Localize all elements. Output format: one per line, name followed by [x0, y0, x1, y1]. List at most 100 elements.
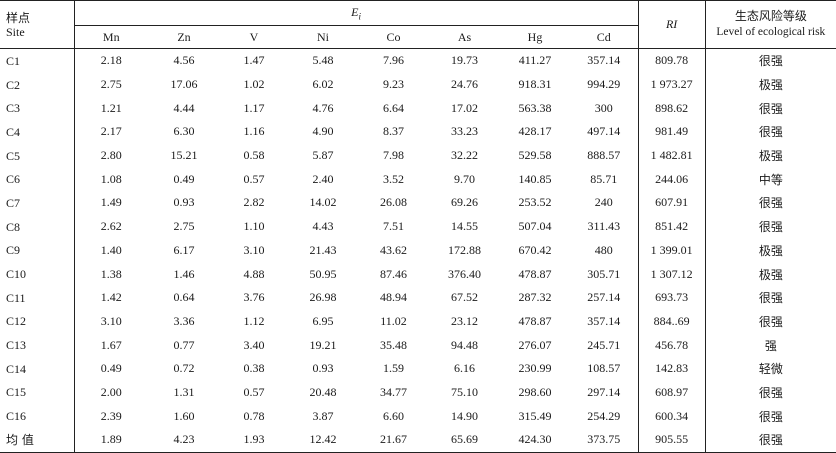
ei-value-cell: 32.22 [451, 148, 478, 163]
ri-value-cell: 851.42 [637, 214, 706, 239]
site-cell: C12 [0, 309, 75, 334]
ei-value-cell: 0.93 [312, 361, 334, 376]
table-body: C1 2.18 4.56 1.47 5.48 7.96 19.73 411.27 357.14 8… [0, 48, 836, 453]
site-cell: C4 [0, 120, 75, 144]
ei-value-cell: 2.18 [100, 53, 122, 68]
ei-value-cell: 6.02 [312, 77, 334, 92]
ei-value-cell: 8.37 [383, 124, 404, 139]
ei-value-cell: 12.42 [288, 428, 358, 453]
site-cell: C8 [0, 214, 75, 239]
ei-value-cell: 14.02 [309, 195, 337, 210]
ei-value-cell: 24.76 [451, 77, 478, 92]
ei-value-cell: 507.04 [518, 219, 552, 234]
ei-value-cell: 5.87 [312, 148, 334, 163]
ei-value-cell: 85.71 [590, 171, 618, 186]
risk-level-header: 生态风险等级 Level of ecological risk [704, 0, 836, 49]
ei-value-cell: 3.10 [100, 313, 122, 328]
risk-level-cell: 极强 [704, 143, 836, 168]
risk-level-cell: 很强 [704, 48, 836, 73]
ei-value-cell: 94.48 [451, 337, 478, 352]
ei-value-cell: 253.52 [518, 195, 552, 210]
ei-value-cell: 3.40 [243, 337, 265, 352]
ei-value-cell: 50.95 [309, 266, 337, 281]
ei-value-cell: 67.52 [451, 290, 478, 305]
ei-value-cell: 17.02 [451, 100, 478, 115]
ei-value-cell: 357.14 [587, 53, 621, 68]
ei-value-cell: 9.70 [454, 171, 475, 186]
ei-value-cell: 6.60 [383, 408, 404, 423]
ei-value-cell: 2.75 [100, 77, 122, 92]
ei-value-cell: 300 [594, 100, 613, 115]
ei-value-cell: 2.75 [173, 219, 195, 234]
table-row: C11 1.42 0.64 3.76 26.98 48.94 67.52 287.32 257.… [0, 285, 836, 310]
ei-value-cell: 69.26 [451, 195, 478, 210]
risk-level-cell: 极强 [704, 238, 836, 263]
ei-value-cell: 19.21 [309, 337, 337, 352]
ei-value-cell: 43.62 [380, 242, 407, 257]
ei-subscript: i [358, 11, 361, 22]
ei-value-cell: 3.36 [173, 313, 195, 328]
ei-value-cell: 5.48 [312, 53, 334, 68]
ei-value-cell: 7.98 [383, 148, 404, 163]
ei-value-cell: 245.71 [587, 337, 621, 352]
site-cell: C6 [0, 167, 75, 192]
table-row: C9 1.40 6.17 3.10 21.43 43.62 172.88 670.42 480 1… [0, 238, 836, 263]
site-cell: C13 [0, 333, 75, 357]
ri-value-cell: 905.55 [637, 428, 706, 453]
ei-value-cell: 65.69 [429, 428, 500, 453]
ri-value-cell: 1 973.27 [637, 72, 706, 97]
ei-value-cell: 11.02 [380, 313, 407, 328]
ei-value-cell: 2.39 [100, 408, 122, 423]
risk-level-cell: 很强 [704, 96, 836, 121]
ei-value-cell: 529.58 [518, 148, 552, 163]
element-header-hg: Hg [500, 25, 570, 49]
ei-value-cell: 287.32 [518, 290, 552, 305]
ei-value-cell: 4.43 [312, 219, 334, 234]
ei-value-cell: 21.43 [309, 242, 337, 257]
ei-value-cell: 2.00 [100, 384, 122, 399]
site-cell: C11 [0, 285, 75, 310]
ei-value-cell: 1.49 [100, 195, 122, 210]
site-cell: C5 [0, 143, 75, 168]
ei-value-cell: 4.56 [173, 53, 195, 68]
ri-value-cell: 608.97 [637, 380, 706, 405]
ei-value-cell: 7.51 [383, 219, 404, 234]
risk-level-cell: 轻微 [704, 356, 836, 381]
ei-value-cell: 1.02 [243, 77, 265, 92]
ei-value-cell: 230.99 [518, 361, 552, 376]
table-row: C13 1.67 0.77 3.40 19.21 35.48 94.48 276.07 245.… [0, 333, 836, 357]
ei-value-cell: 311.43 [587, 219, 621, 234]
ei-value-cell: 373.75 [570, 428, 639, 453]
table-row: C10 1.38 1.46 4.88 50.95 87.46 376.40 478.87 305… [0, 262, 836, 286]
table-row: C1 2.18 4.56 1.47 5.48 7.96 19.73 411.27 357.14 8… [0, 48, 836, 73]
site-cell: C7 [0, 191, 75, 215]
ei-value-cell: 1.40 [100, 242, 122, 257]
ei-value-cell: 1.93 [220, 428, 288, 453]
ri-value-cell: 1 307.12 [637, 262, 706, 286]
ri-value-cell: 607.91 [637, 191, 706, 215]
ei-value-cell: 315.49 [518, 408, 552, 423]
element-header-mn: Mn [74, 25, 148, 49]
ri-value-cell: 809.78 [637, 48, 706, 73]
header-row-top: 样点 Site Ei RI 生态风险等级 Level of ecological… [0, 0, 836, 49]
table-row: C6 1.08 0.49 0.57 2.40 3.52 9.70 140.85 85.71 244… [0, 167, 836, 192]
ei-value-cell: 7.96 [383, 53, 404, 68]
risk-level-cell: 很强 [704, 285, 836, 310]
ei-value-cell: 19.73 [451, 53, 478, 68]
ei-value-cell: 26.08 [380, 195, 407, 210]
ei-value-cell: 0.49 [100, 361, 122, 376]
table-row: C8 2.62 2.75 1.10 4.43 7.51 14.55 507.04 311.43 8… [0, 214, 836, 239]
ei-value-cell: 240 [594, 195, 613, 210]
site-cell: C9 [0, 238, 75, 263]
ei-value-cell: 424.30 [500, 428, 570, 453]
ri-value-cell: 981.49 [637, 120, 706, 144]
table-row: C16 2.39 1.60 0.78 3.87 6.60 14.90 315.49 254.29… [0, 404, 836, 428]
ei-value-cell: 1.60 [173, 408, 195, 423]
ei-value-cell: 1.47 [243, 53, 265, 68]
ri-header: RI [637, 0, 706, 49]
ei-value-cell: 1.31 [173, 384, 195, 399]
ei-value-cell: 6.16 [454, 361, 475, 376]
ei-value-cell: 4.88 [243, 266, 265, 281]
